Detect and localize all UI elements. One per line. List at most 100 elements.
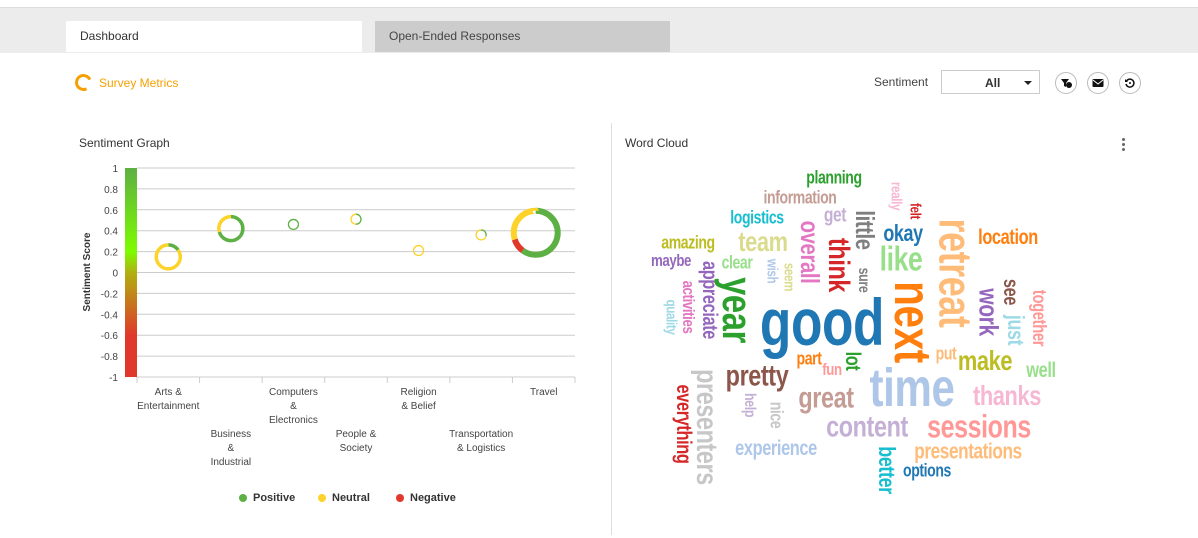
- word-well[interactable]: well: [1026, 359, 1056, 383]
- y-tick-label: -1: [109, 373, 118, 384]
- survey-metrics-title[interactable]: Survey Metrics: [99, 75, 179, 90]
- y-tick-label: 0.6: [104, 206, 118, 217]
- word-time[interactable]: time: [869, 358, 955, 419]
- word-presentations[interactable]: presentations: [914, 438, 1022, 464]
- legend-swatch: [396, 494, 404, 502]
- word-cloud-title: Word Cloud: [625, 136, 689, 150]
- word-part[interactable]: part: [796, 348, 822, 369]
- x-tick-label: Computers: [269, 387, 318, 398]
- sentiment-select[interactable]: All: [941, 70, 1040, 94]
- legend-label: Positive: [253, 492, 296, 504]
- word-get[interactable]: get: [823, 204, 847, 227]
- word-logistics[interactable]: logistics: [730, 207, 784, 228]
- word-work[interactable]: work: [973, 288, 1004, 337]
- filter-help-icon: [1061, 79, 1072, 88]
- word-just[interactable]: just: [1002, 314, 1029, 346]
- word-together[interactable]: together: [1028, 289, 1050, 347]
- sentiment-graph-title: Sentiment Graph: [79, 136, 170, 150]
- word-great[interactable]: great: [798, 381, 854, 415]
- word-next[interactable]: next: [883, 281, 942, 363]
- word-maybe[interactable]: maybe: [650, 250, 692, 270]
- x-tick-label: Arts &: [155, 387, 183, 398]
- word-everything[interactable]: everything: [671, 384, 695, 464]
- word-retreat[interactable]: retreat: [929, 218, 982, 328]
- word-content[interactable]: content: [825, 409, 908, 443]
- y-tick-label: -0.8: [101, 352, 119, 363]
- more-options-icon[interactable]: [1122, 138, 1126, 153]
- bubble-neutral-segment: [510, 207, 561, 258]
- word-overall[interactable]: overall: [795, 220, 826, 284]
- word-put[interactable]: put: [935, 343, 957, 364]
- word-year[interactable]: year: [713, 277, 761, 343]
- legend-positive[interactable]: Positive: [239, 492, 295, 504]
- x-tick-label: & Logistics: [457, 443, 505, 454]
- bubble-neutral-segment: [475, 229, 487, 241]
- bubble-neutral-segment: [154, 243, 183, 271]
- x-tick-label: People &: [336, 429, 377, 440]
- word-presenters[interactable]: presenters: [689, 369, 723, 485]
- legend-swatch: [239, 494, 247, 502]
- word-clear[interactable]: clear: [721, 252, 753, 273]
- word-help[interactable]: help: [740, 392, 758, 418]
- word-fun[interactable]: fun: [822, 359, 842, 379]
- y-tick-label: 0.2: [104, 248, 118, 259]
- x-tick-label: &: [290, 401, 297, 412]
- legend-label: Negative: [410, 492, 456, 504]
- sentiment-select-value: All: [985, 76, 1001, 90]
- word-like[interactable]: like: [879, 240, 923, 279]
- bubble-positive-segment: [287, 218, 300, 231]
- email-button[interactable]: [1087, 72, 1109, 94]
- word-planning[interactable]: planning: [806, 167, 862, 188]
- word-wish[interactable]: wish: [763, 258, 781, 284]
- legend-negative[interactable]: Negative: [396, 492, 456, 504]
- sentiment-filter-label: Sentiment: [874, 75, 929, 89]
- word-location[interactable]: location: [978, 226, 1038, 250]
- y-tick-label: -0.2: [101, 289, 119, 300]
- x-tick-label: Religion: [401, 387, 437, 398]
- bubble-neutral-segment: [412, 244, 425, 257]
- y-tick-label: 0.8: [104, 185, 118, 196]
- legend-neutral[interactable]: Neutral: [318, 492, 370, 504]
- word-little[interactable]: little: [850, 210, 881, 250]
- reset-button[interactable]: [1119, 72, 1141, 94]
- x-tick-label: &: [228, 443, 235, 454]
- bubble-neutral-segment: [350, 213, 362, 225]
- word-options[interactable]: options: [903, 460, 951, 481]
- word-good[interactable]: good: [759, 284, 885, 359]
- x-tick-label: Electronics: [269, 415, 318, 426]
- word-pretty[interactable]: pretty: [725, 359, 789, 393]
- word-really[interactable]: really: [887, 181, 905, 211]
- chevron-down-icon: [1024, 81, 1032, 85]
- x-tick-label: Transportation: [449, 429, 513, 440]
- word-thanks[interactable]: thanks: [972, 380, 1042, 412]
- word-experience[interactable]: experience: [735, 437, 817, 461]
- word-amazing[interactable]: amazing: [661, 232, 715, 253]
- x-tick-label: Industrial: [211, 457, 252, 468]
- y-tick-label: 0: [112, 269, 118, 280]
- word-information[interactable]: information: [763, 187, 837, 208]
- loading-ring-icon: [72, 71, 95, 94]
- word-sessions[interactable]: sessions: [926, 408, 1031, 445]
- word-team[interactable]: team: [738, 226, 788, 258]
- sentiment-chart: Sentiment Score 1 0.8 0.6 0.4 0.2 0 -0.2 -0.4 -0…: [82, 164, 576, 468]
- y-tick-label: 0.4: [104, 227, 118, 238]
- word-okay[interactable]: okay: [883, 220, 923, 247]
- word-see[interactable]: see: [998, 278, 1022, 306]
- word-felt[interactable]: felt: [906, 203, 924, 219]
- word-activities[interactable]: activities: [679, 280, 699, 334]
- filter-help-button[interactable]: [1055, 72, 1077, 94]
- word-better[interactable]: better: [873, 446, 900, 494]
- word-think[interactable]: think: [821, 238, 855, 292]
- x-tick-label: Business: [211, 429, 252, 440]
- word-make[interactable]: make: [957, 345, 1013, 377]
- bubble-neutral-segment: [217, 214, 245, 243]
- word-quality[interactable]: quality: [662, 299, 680, 335]
- word-lot[interactable]: lot: [840, 351, 864, 371]
- reset-icon: [1125, 78, 1135, 88]
- tab-open-ended-responses[interactable]: Open-Ended Responses: [375, 21, 670, 52]
- x-tick-label: Entertainment: [137, 401, 199, 412]
- color-scale-bar: [125, 168, 137, 377]
- tab-dashboard[interactable]: Dashboard: [66, 21, 362, 52]
- legend-label: Neutral: [332, 492, 370, 504]
- word-nice[interactable]: nice: [766, 401, 787, 429]
